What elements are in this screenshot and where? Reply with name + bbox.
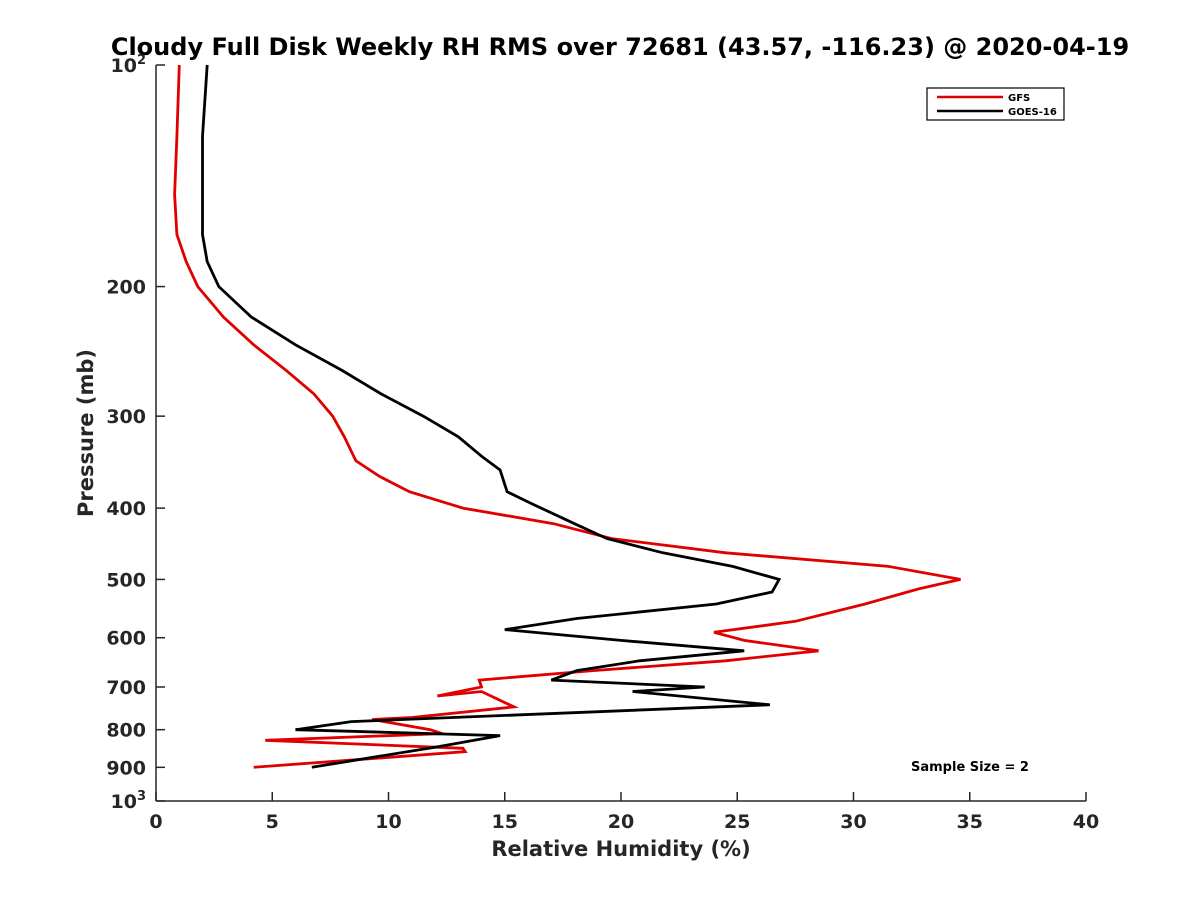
legend-label-goes16: GOES-16	[1008, 107, 1057, 118]
y-tick-label: 102	[111, 53, 147, 77]
plot-lines	[173, 64, 961, 769]
x-tick-label: 40	[1073, 811, 1099, 833]
y-tick-label: 200	[106, 277, 146, 299]
y-tick-label: 103	[111, 789, 147, 813]
series-line-goes16	[201, 64, 782, 769]
x-tick-label: 0	[149, 811, 162, 833]
y-ticks: 102 200 300 400 500 600 700 800 900 103	[106, 53, 165, 813]
series-line-gfs	[173, 64, 961, 769]
x-tick-label: 5	[266, 811, 279, 833]
x-tick-label: 10	[375, 811, 401, 833]
legend: GFS GOES-16	[926, 87, 1065, 121]
x-tick-label: 25	[724, 811, 750, 833]
chart-title: Cloudy Full Disk Weekly RH RMS over 7268…	[111, 33, 1129, 61]
legend-label-gfs: GFS	[1008, 93, 1030, 104]
y-tick-label: 900	[106, 757, 146, 779]
y-tick-label: 400	[106, 498, 146, 520]
y-tick-label: 600	[106, 628, 146, 650]
y-axis-label: Pressure (mb)	[74, 349, 98, 517]
x-axis-label: Relative Humidity (%)	[491, 837, 750, 861]
legend-box	[926, 87, 1065, 121]
y-tick-label: 300	[106, 406, 146, 428]
y-tick-label: 700	[106, 677, 146, 699]
x-tick-label: 30	[840, 811, 866, 833]
y-tick-label: 800	[106, 720, 146, 742]
x-ticks: 0 5 10 15 20 25 30 35 40	[149, 792, 1099, 833]
x-tick-label: 20	[608, 811, 634, 833]
sample-size-annotation: Sample Size = 2	[911, 760, 1029, 775]
x-tick-label: 35	[957, 811, 983, 833]
y-tick-label: 500	[106, 569, 146, 591]
x-tick-label: 15	[492, 811, 518, 833]
